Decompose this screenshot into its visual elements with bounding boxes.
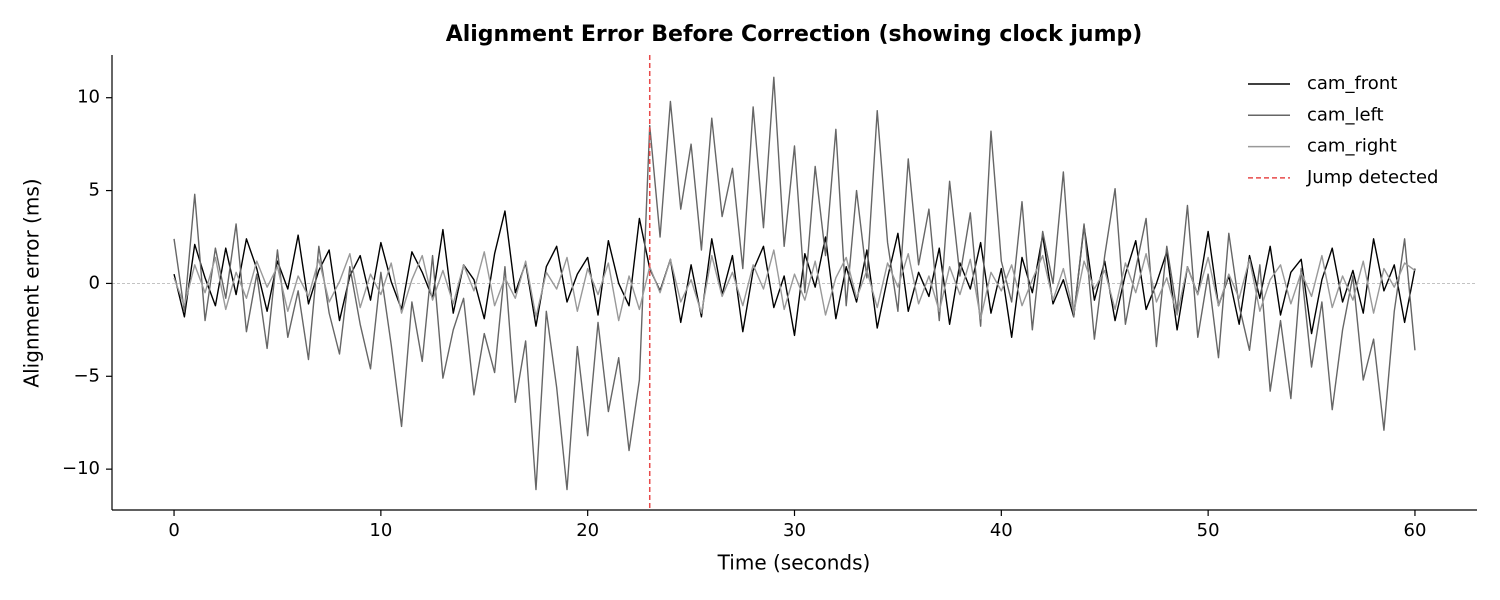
x-tick-label: 60 — [1404, 520, 1427, 541]
x-axis-label: Time (seconds) — [717, 551, 871, 575]
y-tick-label: −5 — [73, 365, 100, 386]
chart-title: Alignment Error Before Correction (showi… — [446, 22, 1143, 47]
y-tick-label: 5 — [89, 180, 100, 201]
series-line — [173, 76, 1416, 491]
x-tick-label: 0 — [168, 520, 179, 541]
x-tick-label: 20 — [576, 520, 599, 541]
y-tick-label: 10 — [77, 87, 100, 108]
x-tick-label: 40 — [990, 520, 1013, 541]
x-tick-label: 10 — [369, 520, 392, 541]
y-tick-label: −10 — [62, 458, 100, 479]
legend-label: Jump detected — [1306, 167, 1438, 188]
legend-label: cam_right — [1307, 136, 1397, 157]
y-axis-label: Alignment error (ms) — [20, 178, 44, 387]
x-tick-label: 50 — [1197, 520, 1220, 541]
legend-label: cam_left — [1307, 104, 1384, 125]
series-line — [173, 249, 1416, 322]
legend-label: cam_front — [1307, 73, 1397, 94]
series-line — [173, 210, 1416, 338]
y-tick-label: 0 — [89, 272, 100, 293]
x-tick-label: 30 — [783, 520, 806, 541]
